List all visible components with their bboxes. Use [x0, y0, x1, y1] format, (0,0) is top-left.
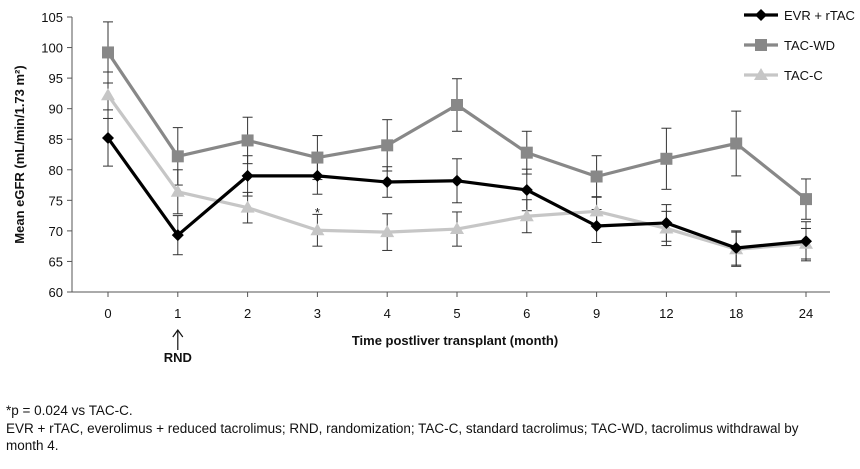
legend-label: EVR + rTAC: [784, 8, 855, 23]
data-point-triangle: [380, 225, 395, 238]
rnd-arrow-head: [172, 328, 184, 338]
data-point-diamond: [520, 183, 533, 196]
data-point-triangle: [589, 204, 604, 217]
data-point-square: [381, 139, 394, 152]
y-tick-label: 75: [49, 193, 63, 208]
data-point-square: [171, 150, 184, 163]
data-point-diamond: [102, 132, 114, 144]
data-point-square: [730, 137, 743, 150]
data-point-diamond: [171, 229, 184, 242]
data-point-triangle: [519, 209, 534, 222]
y-tick-label: 85: [49, 132, 63, 147]
data-point-diamond: [590, 220, 603, 232]
significance-asterisk: *: [315, 205, 320, 220]
series-markers: [101, 46, 813, 255]
x-tick-label: 5: [453, 306, 460, 321]
data-point-square: [102, 46, 114, 59]
legend-label: TAC-C: [784, 68, 823, 83]
chart-annotations: * RND: [164, 205, 320, 365]
footnote-abbreviations: EVR + rTAC, everolimus + reduced tacroli…: [6, 421, 799, 453]
y-tick-label: 80: [49, 163, 63, 178]
data-point-triangle: [240, 200, 255, 213]
y-tick-label: 70: [49, 224, 63, 239]
data-point-square: [241, 134, 254, 147]
data-point-square: [311, 151, 324, 164]
legend-marker-triangle: [754, 68, 768, 80]
x-tick-label: 18: [729, 306, 743, 321]
legend-label: TAC-WD: [784, 38, 835, 53]
data-point-triangle: [310, 223, 325, 236]
data-point-square: [800, 193, 812, 206]
chart-legend: EVR + rTAC TAC-WD TAC-C: [744, 8, 855, 83]
data-point-diamond: [730, 242, 743, 254]
data-point-square: [451, 99, 463, 111]
legend-marker-square: [755, 39, 767, 51]
data-point-triangle: [170, 184, 185, 197]
x-tick-label: 0: [104, 306, 111, 321]
y-tick-label: 65: [49, 254, 63, 269]
x-tick-label: 3: [314, 306, 321, 321]
x-tick-label: 12: [659, 306, 673, 321]
legend-marker-diamond: [755, 9, 767, 21]
data-point-diamond: [381, 176, 394, 188]
x-tick-label: 1: [174, 306, 181, 321]
data-point-square: [660, 152, 673, 165]
x-tick-label: 4: [384, 306, 391, 321]
data-point-triangle: [101, 88, 115, 101]
data-point-diamond: [311, 169, 324, 182]
x-tick-label: 9: [593, 306, 600, 321]
y-tick-label: 105: [41, 10, 63, 25]
data-point-square: [520, 146, 533, 159]
data-point-diamond: [451, 174, 463, 187]
x-axis-label: Time postliver transplant (month): [352, 333, 558, 348]
footnote-significance: *p = 0.024 vs TAC-C.: [6, 403, 133, 418]
y-tick-label: 60: [49, 285, 63, 300]
data-point-diamond: [660, 216, 673, 229]
x-tick-label: 24: [799, 306, 813, 321]
y-tick-label: 100: [41, 41, 63, 56]
data-point-diamond: [800, 235, 812, 248]
y-tick-label: 95: [49, 71, 63, 86]
x-tick-label: 2: [244, 306, 251, 321]
data-point-triangle: [450, 222, 464, 235]
x-tick-label: 6: [523, 306, 530, 321]
data-point-diamond: [241, 169, 254, 182]
rnd-label: RND: [164, 350, 192, 365]
y-axis-label: Mean eGFR (mL/min/1.73 m²): [12, 65, 27, 243]
y-tick-label: 90: [49, 102, 63, 117]
data-point-square: [590, 170, 603, 183]
